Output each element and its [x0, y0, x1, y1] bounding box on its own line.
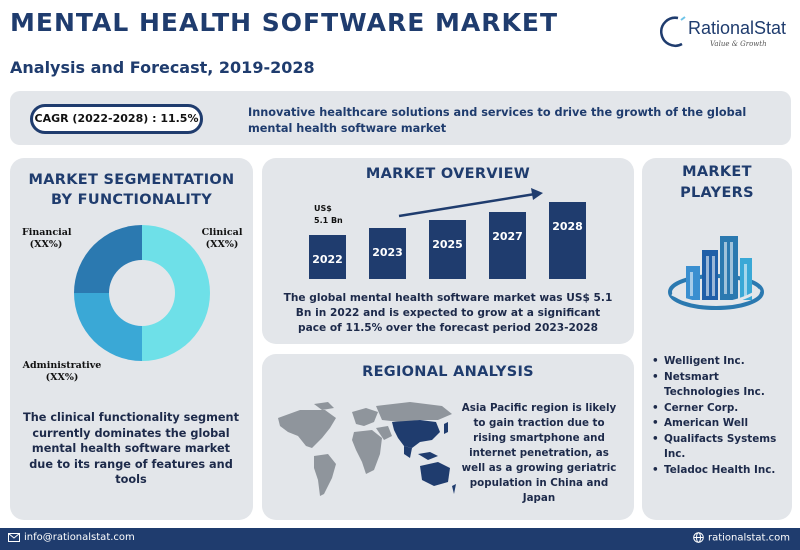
globe-icon: [693, 532, 704, 543]
financial-value: (XX%): [29, 239, 63, 250]
buildings-icon: [668, 236, 764, 310]
player-item: Teladoc Health Inc.: [650, 463, 790, 479]
world-map-icon: [278, 402, 456, 496]
donut-slice-clinical: [142, 225, 210, 361]
clinical-label: Clinical (XX%): [198, 227, 246, 251]
bar-2022: 2022: [309, 235, 346, 279]
footer-bar: [0, 528, 800, 550]
financial-name: Financial: [22, 227, 72, 238]
footer-email-text: info@rationalstat.com: [24, 532, 135, 543]
banner-text: Innovative healthcare solutions and serv…: [248, 106, 747, 135]
players-title-line1: MARKET: [682, 164, 752, 180]
administrative-label: Administrative (XX%): [18, 360, 106, 384]
regional-description: Asia Pacific region is likely to gain tr…: [461, 402, 617, 504]
player-item: American Well: [650, 416, 790, 432]
financial-label: Financial (XX%): [22, 227, 72, 251]
player-item: Qualifacts Systems Inc.: [650, 432, 790, 463]
player-item: Welligent Inc.: [650, 354, 790, 370]
player-item: Cerner Corp.: [650, 401, 790, 417]
players-title: MARKET PLAYERS: [642, 162, 792, 204]
overview-description: The global mental health software market…: [283, 292, 613, 334]
page-subtitle: Analysis and Forecast, 2019-2028: [10, 58, 315, 77]
logo-mark-icon: [660, 16, 686, 47]
players-list: Welligent Inc. Netsmart Technologies Inc…: [650, 354, 790, 478]
administrative-value: (XX%): [45, 372, 79, 383]
clinical-name: Clinical: [201, 227, 243, 238]
cagr-badge: CAGR (2022-2028) : 11.5%: [30, 104, 203, 134]
bar-2027: 2027: [489, 212, 526, 279]
administrative-name: Administrative: [22, 360, 102, 371]
page-title: MENTAL HEALTH SOFTWARE MARKET: [10, 8, 558, 37]
player-item: Netsmart Technologies Inc.: [650, 370, 790, 401]
email-icon: [8, 532, 20, 542]
value-amount: 5.1 Bn: [314, 216, 343, 225]
logo[interactable]: RationalStat Value & Growth: [660, 12, 795, 57]
value-annotation: US$ 5.1 Bn: [314, 203, 343, 227]
players-title-line2: PLAYERS: [680, 185, 754, 201]
functionality-donut-chart: [74, 225, 210, 361]
growth-arrow-icon: [398, 188, 543, 218]
value-currency: US$: [314, 204, 332, 213]
overview-title: MARKET OVERVIEW: [365, 166, 531, 182]
bar-2023: 2023: [369, 228, 406, 279]
footer-website[interactable]: rationalstat.com: [693, 532, 790, 544]
regional-title: REGIONAL ANALYSIS: [362, 364, 534, 380]
segmentation-title-line1: MARKET SEGMENTATION: [28, 172, 235, 188]
donut-hole: [109, 260, 175, 326]
footer-website-text: rationalstat.com: [707, 532, 790, 544]
segmentation-description: The clinical functionality segment curre…: [22, 411, 239, 486]
clinical-value: (XX%): [205, 239, 239, 250]
footer-email[interactable]: info@rationalstat.com: [8, 532, 135, 543]
bar-2025: 2025: [429, 220, 466, 279]
segmentation-title-line2: BY FUNCTIONALITY: [50, 192, 213, 208]
segmentation-title: MARKET SEGMENTATION BY FUNCTIONALITY: [10, 170, 253, 210]
logo-name: RationalStat: [688, 18, 787, 38]
logo-tagline: Value & Growth: [710, 40, 767, 48]
bar-2028: 2028: [549, 202, 586, 279]
